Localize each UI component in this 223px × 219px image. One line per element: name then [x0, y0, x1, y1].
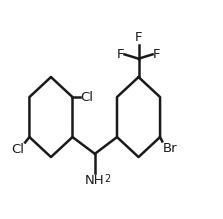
Text: Cl: Cl	[81, 91, 93, 104]
Text: Br: Br	[163, 142, 178, 155]
Text: F: F	[116, 48, 124, 61]
Text: 2: 2	[105, 174, 111, 184]
Text: NH: NH	[85, 174, 105, 187]
Text: F: F	[153, 48, 161, 61]
Text: F: F	[135, 31, 142, 44]
Text: Cl: Cl	[12, 143, 25, 156]
